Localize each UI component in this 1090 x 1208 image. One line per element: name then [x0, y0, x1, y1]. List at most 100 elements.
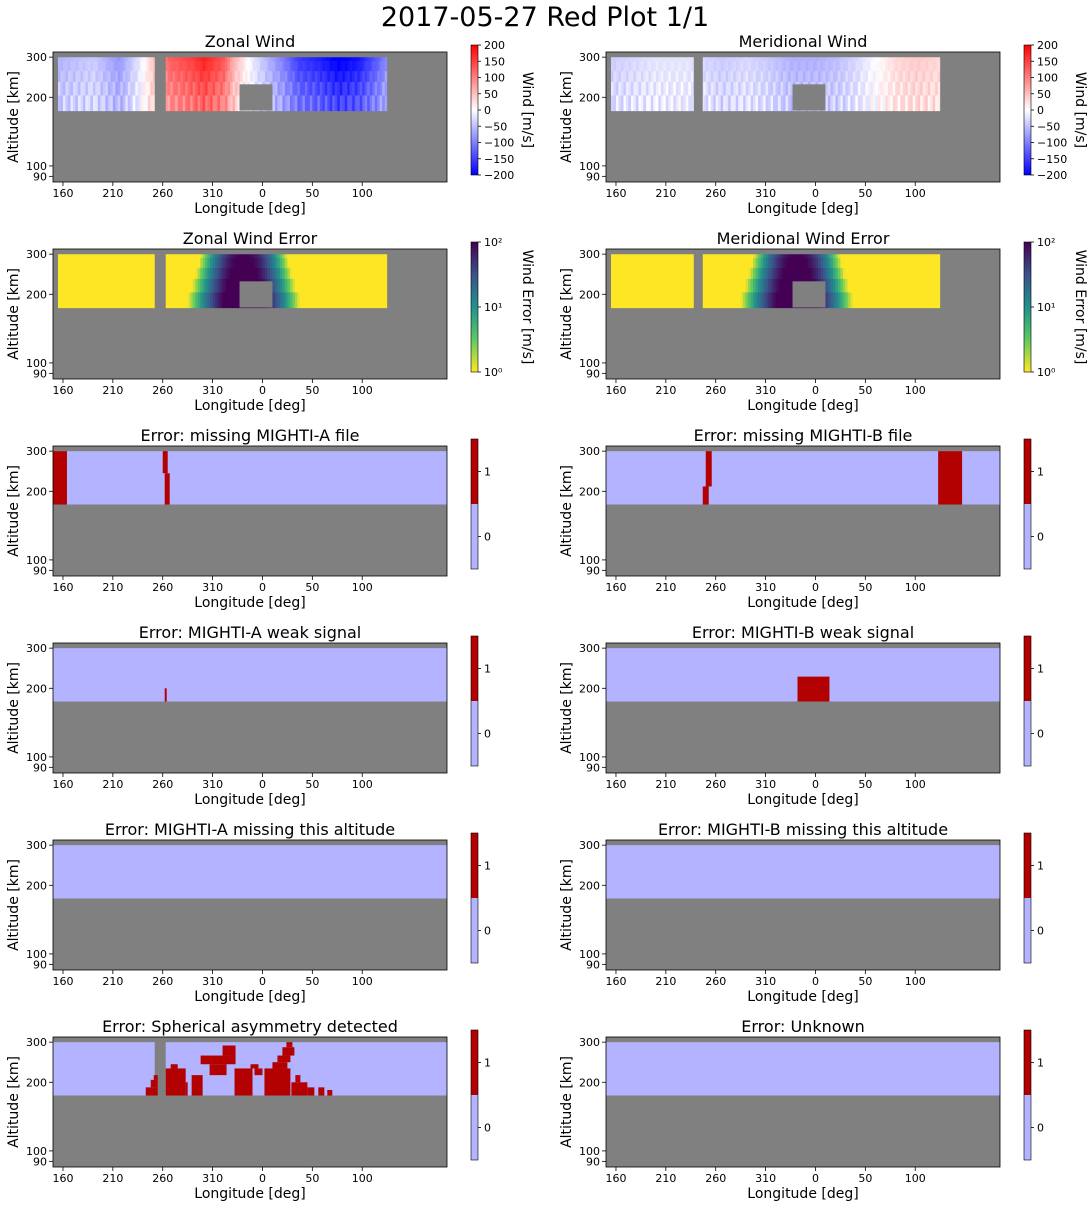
- heatmap-cell: [334, 60, 338, 72]
- heatmap-cell: [650, 291, 654, 309]
- heatmap-cell: [745, 254, 749, 259]
- heatmap-cell: [885, 291, 889, 309]
- heatmap-cell: [795, 254, 799, 259]
- heatmap-cell: [615, 254, 620, 259]
- heatmap-cell: [70, 94, 74, 112]
- plot-area: [53, 840, 447, 970]
- heatmap-cell: [932, 254, 936, 259]
- x-tick-label: 260: [705, 384, 726, 397]
- heatmap-cell: [100, 278, 104, 293]
- heatmap-cell: [937, 291, 941, 309]
- heatmap-cell: [215, 81, 219, 96]
- heatmap-cell: [790, 267, 794, 279]
- heatmap-cell: [82, 291, 87, 309]
- heatmap-cell: [232, 278, 236, 293]
- heatmap-cell: [718, 254, 722, 259]
- axes-frame: [52, 248, 448, 380]
- heatmap-cell: [142, 60, 146, 72]
- heatmap-cell: [685, 57, 689, 62]
- heatmap-cell: [688, 291, 692, 309]
- heatmap-cell: [907, 94, 911, 112]
- y-axis-label: Altitude [km]: [559, 465, 575, 557]
- colorbar-tick-label: −200: [1037, 169, 1067, 182]
- heatmap-cell: [922, 257, 926, 269]
- heatmap-cell: [324, 291, 328, 309]
- heatmap-cell: [65, 94, 69, 112]
- heatmap-cell: [237, 60, 241, 72]
- heatmap-cell: [790, 70, 794, 82]
- heatmap-cell: [915, 278, 919, 293]
- heatmap-cell: [653, 267, 657, 279]
- heatmap-cell: [264, 257, 269, 269]
- heatmap-cell: [170, 81, 174, 96]
- heatmap-cell: [75, 70, 79, 82]
- heatmap-cell: [274, 57, 279, 62]
- heatmap-cell: [322, 278, 326, 293]
- heatmap-cell: [195, 291, 199, 309]
- heatmap-cell: [733, 291, 737, 309]
- heatmap-cell: [200, 254, 204, 259]
- heatmap-cell: [783, 278, 787, 293]
- heatmap-cell: [299, 70, 303, 82]
- heatmap-cell: [225, 81, 229, 96]
- heatmap-cell: [790, 60, 794, 72]
- heatmap-cell: [750, 291, 754, 309]
- heatmap-cell: [877, 257, 881, 269]
- colorbar-segment: [471, 636, 478, 701]
- heatmap-cell: [92, 94, 96, 112]
- colorbar-tick-label: 1: [1037, 466, 1044, 479]
- heatmap-cell: [205, 257, 209, 269]
- heatmap-cell: [357, 291, 361, 309]
- heatmap-cell: [850, 70, 854, 82]
- heatmap-cell: [309, 94, 313, 112]
- heatmap-cell: [862, 278, 866, 293]
- heatmap-cell: [72, 267, 77, 279]
- heatmap-cell: [648, 254, 652, 259]
- flag-cell: [286, 1042, 293, 1048]
- heatmap-cell: [907, 60, 911, 72]
- heatmap-cell: [192, 81, 196, 96]
- heatmap-cell: [850, 291, 854, 309]
- heatmap-cell: [847, 257, 851, 269]
- heatmap-cell: [292, 254, 296, 259]
- heatmap-cell: [795, 60, 799, 72]
- colorbar-tick-label: −150: [1037, 153, 1067, 166]
- heatmap-cell: [367, 254, 371, 259]
- heatmap-cell: [812, 254, 817, 259]
- heatmap-cell: [294, 257, 298, 269]
- heatmap-cell: [655, 267, 659, 279]
- heatmap-cell: [369, 257, 373, 269]
- heatmap-cell: [170, 60, 174, 72]
- heatmap-cell: [75, 278, 79, 293]
- heatmap-cell: [708, 81, 712, 96]
- heatmap-cell: [775, 254, 779, 259]
- heatmap-cell: [185, 267, 189, 279]
- heatmap-cell: [117, 257, 121, 269]
- colorbar-tick-label: 0: [1037, 1122, 1044, 1135]
- heatmap-cell: [344, 291, 348, 309]
- heatmap-cell: [132, 291, 136, 309]
- heatmap-cell: [760, 81, 764, 96]
- x-tick-label: 50: [305, 581, 319, 594]
- heatmap-cell: [728, 257, 732, 269]
- heatmap-cell: [728, 291, 732, 309]
- heatmap-cell: [925, 94, 929, 112]
- heatmap-cell: [110, 267, 114, 279]
- heatmap-cell: [152, 291, 156, 309]
- heatmap-cell: [354, 81, 358, 96]
- heatmap-cell: [738, 278, 742, 293]
- heatmap-cell: [262, 267, 266, 279]
- heatmap-cell: [135, 278, 139, 293]
- heatmap-cell: [182, 267, 186, 279]
- heatmap-cell: [710, 81, 714, 96]
- heatmap-cell: [705, 57, 709, 62]
- heatmap-cell: [95, 278, 99, 293]
- heatmap-cell: [284, 57, 289, 62]
- heatmap-cell: [287, 81, 291, 96]
- heatmap-cell: [344, 267, 348, 279]
- heatmap-cell: [872, 291, 876, 309]
- heatmap-cell: [212, 267, 216, 279]
- heatmap-cell: [374, 278, 378, 293]
- heatmap-cell: [648, 94, 652, 112]
- heatmap-cell: [798, 60, 802, 72]
